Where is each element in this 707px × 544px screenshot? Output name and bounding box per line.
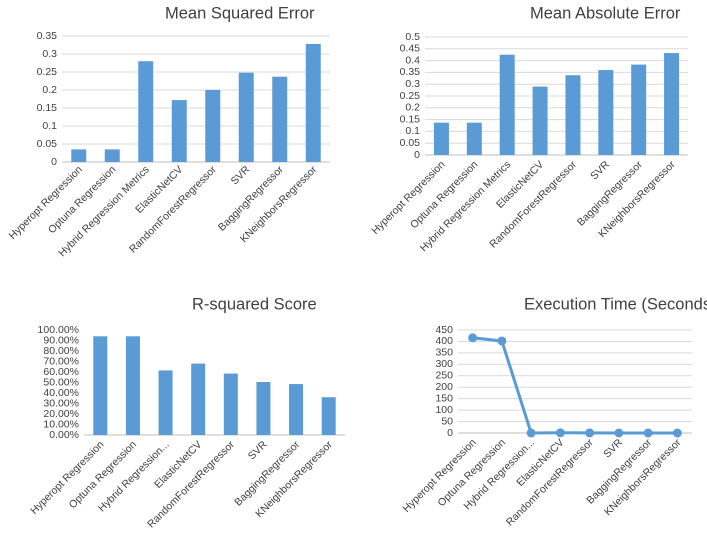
mse-bar: [272, 76, 288, 162]
time-chart: Execution Time (Seconds)0501001502002503…: [401, 295, 707, 528]
mae-ytick-label: 0.4: [405, 54, 420, 66]
r2-ytick-label: 30.00%: [43, 397, 79, 409]
r2-ytick-label: 50.00%: [43, 376, 79, 388]
mse-bar: [205, 90, 221, 162]
mse-ytick-label: 0.2: [42, 84, 57, 96]
time-ytick-label: 450: [435, 324, 453, 336]
mae-bar: [631, 64, 647, 155]
mse-title: Mean Squared Error: [165, 4, 315, 22]
time-data-point: [672, 428, 682, 438]
mae-title: Mean Absolute Error: [530, 4, 681, 22]
r2-bar: [93, 336, 108, 435]
r2-bar: [158, 370, 173, 435]
r2-chart: R-squared Score 0.00%10.00%20.00%30.00%40…: [28, 295, 345, 530]
time-data-point: [497, 336, 507, 346]
mae-ytick-label: 0.45: [400, 43, 421, 55]
r2-ytick-label: 80.00%: [43, 345, 79, 357]
mae-ytick-label: 0.2: [405, 102, 420, 114]
r2-bar: [223, 373, 238, 435]
mae-ytick-label: 0.05: [400, 137, 421, 149]
mae-ytick-label: 0.3: [405, 78, 420, 90]
r2-bar: [256, 381, 271, 435]
mae-bar: [433, 122, 449, 155]
r2-bar: [191, 363, 206, 435]
mae-ytick-label: 0.35: [400, 66, 421, 78]
time-data-point: [526, 428, 536, 438]
time-ytick-label: 150: [435, 392, 453, 404]
r2-ytick-label: 0.00%: [49, 429, 79, 441]
time-data-point: [555, 428, 565, 438]
time-data-point: [614, 428, 624, 438]
mae-category-label: SVR: [588, 158, 612, 182]
time-ytick-label: 50: [441, 415, 453, 427]
mae-bar: [499, 54, 515, 156]
mse-ytick-label: 0.3: [42, 48, 57, 60]
r2-title: R-squared Score: [192, 295, 317, 313]
mse-bar: [171, 100, 187, 162]
time-ytick-label: 400: [435, 335, 453, 347]
time-data-point: [468, 333, 478, 343]
time-ytick-label: 300: [435, 358, 453, 370]
mae-chart: Mean Absolute Error00.050.10.150.20.250.…: [369, 4, 688, 254]
mae-ytick-label: 0.25: [400, 90, 421, 102]
time-title: Execution Time (Seconds): [524, 295, 707, 313]
r2-bar: [125, 336, 140, 435]
time-category-label: SVR: [601, 436, 625, 460]
mae-ytick-label: 0.5: [405, 31, 420, 43]
mae-bar: [466, 122, 482, 155]
mse-ytick-label: 0.35: [37, 30, 58, 42]
time-ytick-label: 0: [447, 427, 453, 439]
time-series-line: [472, 336, 678, 435]
mse-bar: [104, 149, 120, 162]
mae-ytick-label: 0: [414, 149, 420, 161]
r2-category-label: SVR: [246, 438, 270, 462]
r2-ytick-label: 10.00%: [43, 418, 79, 430]
r2-bar: [289, 384, 304, 435]
mae-bar: [664, 53, 680, 155]
time-ytick-label: 200: [435, 381, 453, 393]
time-ytick-label: 250: [435, 370, 453, 382]
time-data-point: [585, 428, 595, 438]
mse-bar: [138, 61, 154, 163]
mse-ytick-label: 0.25: [37, 66, 58, 78]
r2-ytick-label: 40.00%: [43, 387, 79, 399]
mse-ytick-label: 0.1: [42, 120, 57, 132]
r2-ytick-label: 100.00%: [38, 324, 79, 336]
r2-ytick-label: 60.00%: [43, 366, 79, 378]
r2-ytick-label: 20.00%: [43, 408, 79, 420]
mse-bar: [71, 149, 87, 162]
mse-ytick-label: 0.15: [37, 102, 58, 114]
time-ytick-label: 350: [435, 347, 453, 359]
mse-bar: [305, 43, 321, 162]
r2-ytick-label: 90.00%: [43, 334, 79, 346]
mae-ytick-label: 0.1: [405, 125, 420, 137]
mse-ytick-label: 0: [51, 156, 57, 168]
mse-category-label: SVR: [229, 163, 253, 187]
mae-bar: [565, 75, 581, 155]
r2-ytick-label: 70.00%: [43, 355, 79, 367]
mae-ytick-label: 0.15: [400, 113, 421, 125]
r2-bar: [321, 397, 336, 435]
time-data-point: [643, 428, 653, 438]
mse-chart: Mean Squared Error 0 0.05 0.1 0.15 0.2 0.25 0.3…: [7, 4, 330, 259]
mse-ytick-label: 0.05: [37, 138, 58, 150]
mse-bar: [238, 72, 254, 162]
mae-bar: [598, 70, 614, 155]
time-ytick-label: 100: [435, 404, 453, 416]
mae-bar: [532, 86, 548, 155]
